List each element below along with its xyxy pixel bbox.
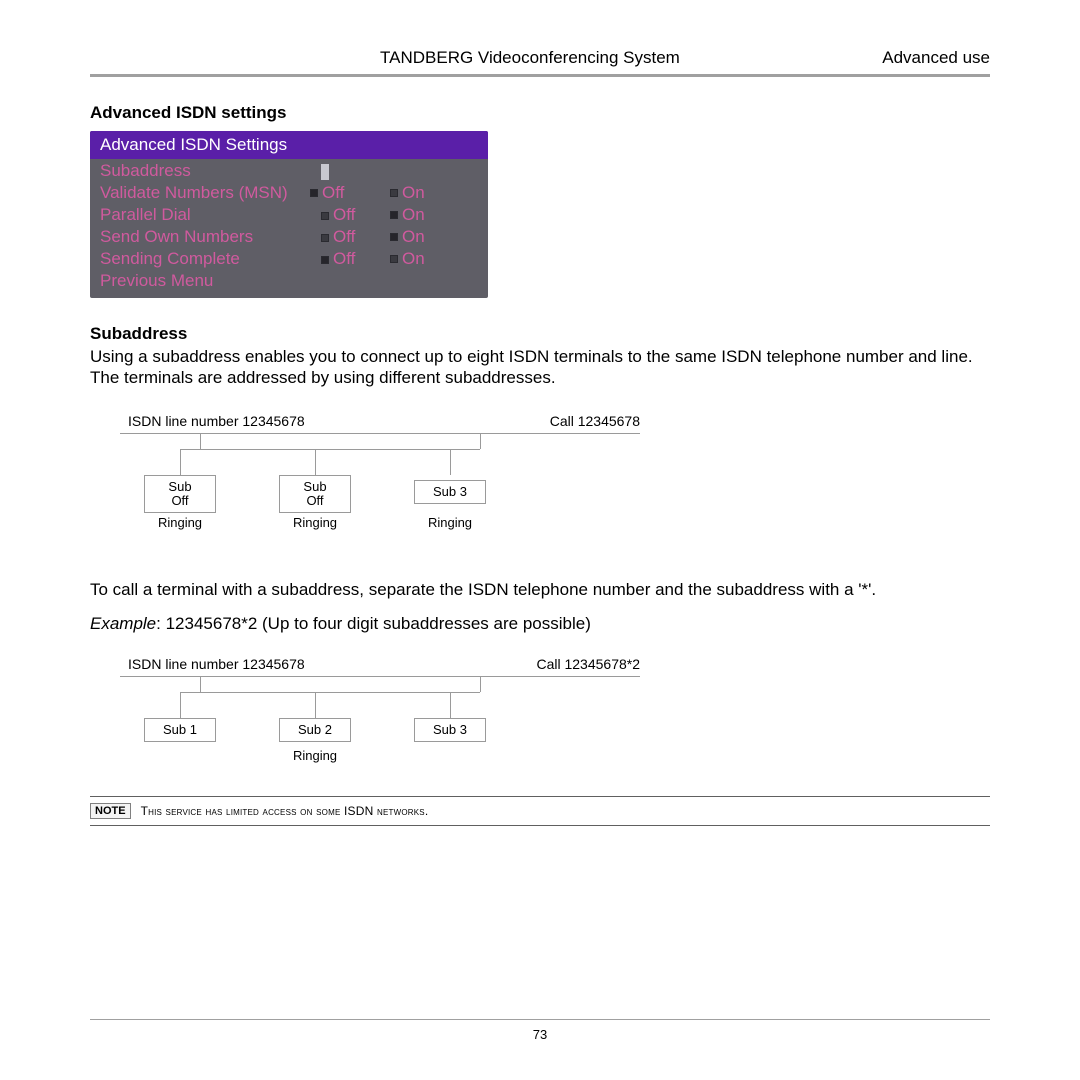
node-caption: Ringing [279, 748, 351, 763]
isdn-panel-title: Advanced ISDN Settings [90, 131, 488, 159]
node-line1: Sub 2 [286, 723, 344, 737]
subaddress-text: Using a subaddress enables you to connec… [90, 346, 990, 389]
isdn-row-label: Parallel Dial [100, 205, 310, 225]
radio-icon[interactable] [390, 233, 398, 241]
isdn-row-label: Sending Complete [100, 249, 310, 269]
radio-icon[interactable] [390, 255, 398, 263]
header-right: Advanced use [882, 48, 990, 68]
radio-icon[interactable] [310, 189, 318, 197]
radio-icon[interactable] [321, 234, 329, 242]
note-bar: NOTE This service has limited access on … [90, 796, 990, 826]
node-caption: Ringing [414, 515, 486, 530]
radio-icon[interactable] [321, 212, 329, 220]
header-center: TANDBERG Videoconferencing System [380, 48, 680, 68]
node-line2: Off [151, 494, 209, 508]
section-heading: Advanced ISDN settings [90, 103, 990, 123]
isdn-row-label: Subaddress [100, 161, 310, 181]
option-off: Off [322, 183, 344, 203]
node-caption: Ringing [279, 515, 351, 530]
isdn-row-validate-numbers[interactable]: Validate Numbers (MSN) Off On [90, 182, 488, 204]
isdn-row-label: Previous Menu [100, 271, 310, 291]
text-cursor-icon [321, 164, 329, 180]
page-header: TANDBERG Videoconferencing System Advanc… [90, 48, 990, 77]
diagram-top-right-label: Call 12345678 [550, 413, 640, 429]
isdn-row-label: Send Own Numbers [100, 227, 310, 247]
isdn-row-previous-menu[interactable]: Previous Menu [90, 270, 488, 292]
option-on: On [402, 205, 425, 225]
diagram-top-left-label: ISDN line number 12345678 [128, 413, 305, 429]
note-text: This service has limited access on some … [141, 804, 429, 818]
subaddress-heading: Subaddress [90, 324, 990, 344]
example-prefix: Example [90, 614, 156, 633]
isdn-row-parallel-dial[interactable]: Parallel Dial Off On [90, 204, 488, 226]
option-on: On [402, 183, 425, 203]
example-rest: : 12345678*2 (Up to four digit subaddres… [156, 614, 591, 633]
isdn-settings-panel: Advanced ISDN Settings Subaddress Valida… [90, 131, 488, 298]
node-line2: Off [286, 494, 344, 508]
radio-icon[interactable] [390, 211, 398, 219]
page-number: 73 [0, 1027, 1080, 1042]
radio-icon[interactable] [321, 256, 329, 264]
diagram-subaddress-off: ISDN line number 12345678 Call 12345678 … [120, 419, 640, 539]
isdn-row-sending-complete[interactable]: Sending Complete Off On [90, 248, 488, 270]
diagram-top-right-label: Call 12345678*2 [536, 656, 640, 672]
example-line: Example: 12345678*2 (Up to four digit su… [90, 614, 990, 634]
node-line1: Sub [151, 480, 209, 494]
diagram-top-left-label: ISDN line number 12345678 [128, 656, 305, 672]
isdn-row-label: Validate Numbers (MSN) [100, 183, 310, 203]
isdn-row-subaddress[interactable]: Subaddress [90, 160, 488, 182]
node-caption: Ringing [144, 515, 216, 530]
node-line1: Sub 3 [421, 723, 479, 737]
isdn-row-send-own-numbers[interactable]: Send Own Numbers Off On [90, 226, 488, 248]
option-off: Off [333, 249, 355, 268]
option-on: On [402, 249, 425, 269]
node-line1: Sub [286, 480, 344, 494]
note-badge: NOTE [90, 803, 131, 819]
radio-icon[interactable] [390, 189, 398, 197]
node-line1: Sub 1 [151, 723, 209, 737]
diagram-subaddress-call: ISDN line number 12345678 Call 12345678*… [120, 662, 640, 782]
option-off: Off [333, 227, 355, 246]
footer-divider [90, 1019, 990, 1020]
call-instruction-text: To call a terminal with a subaddress, se… [90, 579, 990, 600]
option-off: Off [333, 205, 355, 224]
option-on: On [402, 227, 425, 247]
node-line1: Sub 3 [421, 485, 479, 499]
